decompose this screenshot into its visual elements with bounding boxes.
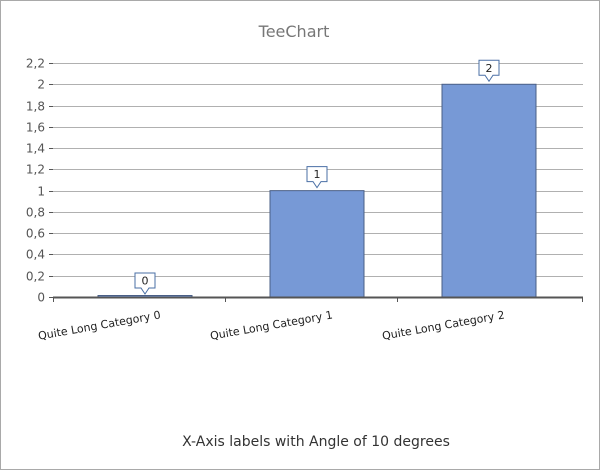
chart-footer: X-Axis labels with Angle of 10 degrees <box>182 434 450 450</box>
x-tick-label: Quite Long Category 2 <box>381 308 505 342</box>
y-tick-label: 0,4 <box>26 248 45 262</box>
data-label-box <box>478 59 500 83</box>
data-label-text: 0 <box>142 275 149 288</box>
data-label-text: 1 <box>314 168 321 181</box>
y-tick-label: 1,2 <box>26 163 45 177</box>
data-label: 2 <box>478 59 500 83</box>
y-tick-label: 0,2 <box>26 270 45 284</box>
data-label-box <box>306 166 328 189</box>
x-tick-label: Quite Long Category 0 <box>37 308 161 342</box>
data-labels: 0 1 2 <box>134 59 500 295</box>
y-tick-label: 1,4 <box>26 142 45 156</box>
y-tick-label: 2 <box>37 78 45 92</box>
y-tick-label: 1,6 <box>26 121 45 135</box>
y-tick-label: 1,8 <box>26 100 45 114</box>
x-tick-label: Quite Long Category 1 <box>209 308 333 342</box>
y-tick-label: 0 <box>37 291 45 305</box>
data-label-box <box>134 272 156 295</box>
data-label: 1 <box>306 166 328 189</box>
data-label-text: 2 <box>486 62 493 75</box>
y-axis-ticks: 0 0,2 0,4 0,6 0,8 1 1,2 1,4 1,6 1,8 2 2,2 <box>26 57 53 305</box>
y-tick-label: 1 <box>37 185 45 199</box>
bar <box>269 190 365 298</box>
data-label: 0 <box>134 272 156 295</box>
bar <box>441 83 537 298</box>
bars <box>97 83 537 298</box>
x-axis-labels: Quite Long Category 0 Quite Long Category… <box>37 308 505 342</box>
y-tick-label: 2,2 <box>26 57 45 71</box>
y-tick-label: 0,6 <box>26 227 45 241</box>
y-tick-label: 0,8 <box>26 206 45 220</box>
axes <box>53 296 583 302</box>
chart-title: TeeChart <box>258 22 330 41</box>
